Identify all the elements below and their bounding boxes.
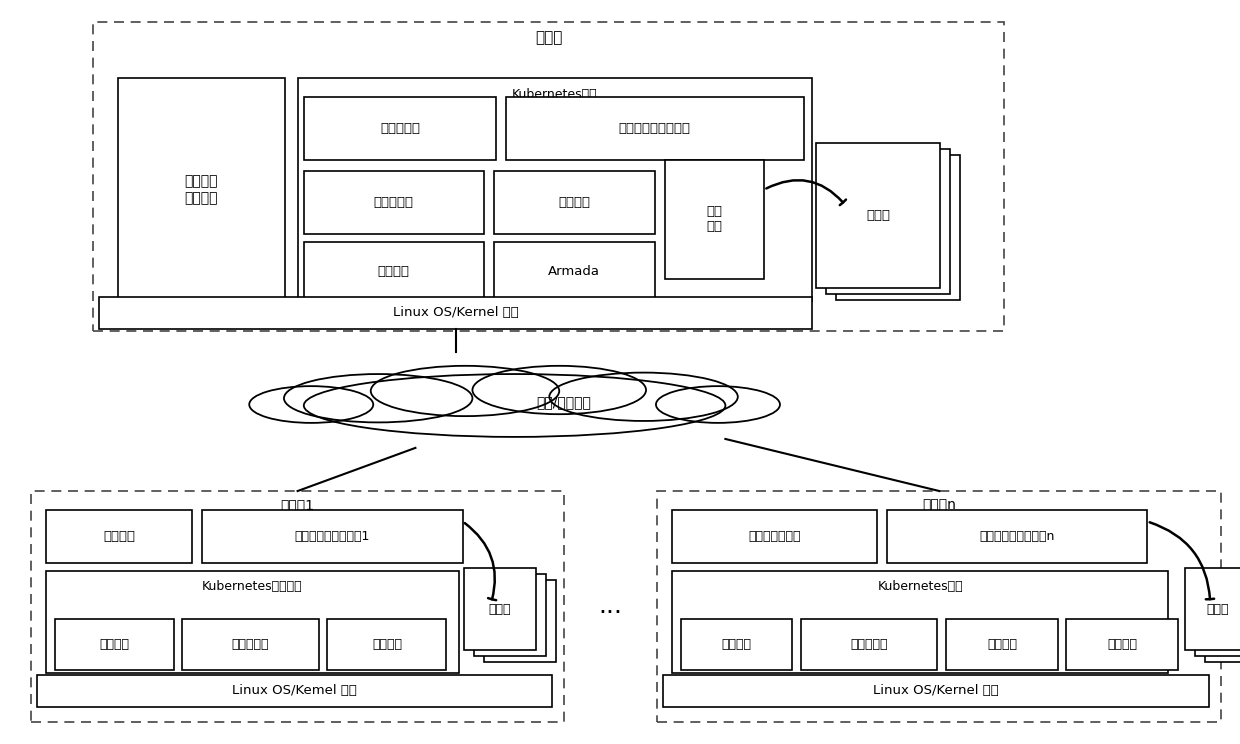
- Text: 虚拟机: 虚拟机: [1207, 603, 1229, 616]
- Text: Kubernetes集群: Kubernetes集群: [512, 88, 598, 100]
- Text: 管理/数据网络: 管理/数据网络: [537, 395, 591, 408]
- Bar: [464, 568, 536, 650]
- Bar: [298, 78, 812, 301]
- Ellipse shape: [249, 386, 373, 423]
- Text: 边缘云n: 边缘云n: [923, 498, 956, 513]
- Text: 云端
连接: 云端 连接: [707, 205, 722, 234]
- Bar: [304, 171, 484, 234]
- Ellipse shape: [284, 374, 472, 423]
- Text: 计算组件: 计算组件: [372, 638, 402, 651]
- Bar: [182, 619, 319, 670]
- Text: Linux OS/Kernel 内核: Linux OS/Kernel 内核: [873, 684, 999, 697]
- Text: 基础设施
编排服务: 基础设施 编排服务: [185, 175, 218, 205]
- Text: 计算组件: 计算组件: [378, 265, 409, 278]
- Bar: [665, 160, 764, 279]
- Text: Armada: Armada: [548, 265, 600, 278]
- Bar: [1066, 619, 1178, 670]
- Bar: [672, 510, 877, 563]
- Bar: [494, 171, 655, 234]
- Bar: [672, 571, 1168, 673]
- Ellipse shape: [371, 366, 559, 416]
- Bar: [304, 97, 496, 160]
- Bar: [681, 619, 792, 670]
- Text: 虚拟机: 虚拟机: [866, 209, 890, 222]
- Bar: [506, 97, 804, 160]
- Ellipse shape: [549, 373, 738, 421]
- Bar: [304, 242, 484, 301]
- Bar: [826, 149, 950, 294]
- Bar: [1185, 568, 1240, 650]
- Text: 容器化的中心云平台: 容器化的中心云平台: [619, 122, 691, 135]
- Text: 控制组件: 控制组件: [987, 638, 1017, 651]
- Bar: [816, 143, 940, 288]
- Text: 边缘云原生应用: 边缘云原生应用: [748, 530, 801, 543]
- Text: 容器运行时: 容器运行时: [373, 196, 414, 209]
- Text: Linux OS/Kernel 内核: Linux OS/Kernel 内核: [393, 307, 518, 319]
- Bar: [474, 574, 546, 656]
- Bar: [494, 242, 655, 301]
- Text: 计算组件: 计算组件: [1107, 638, 1137, 651]
- Bar: [46, 571, 459, 673]
- Text: 容器运行时: 容器运行时: [232, 638, 269, 651]
- Bar: [887, 510, 1147, 563]
- Text: 容器化的边缘云平台1: 容器化的边缘云平台1: [295, 530, 370, 543]
- Bar: [99, 297, 812, 329]
- Text: 边缘连接: 边缘连接: [722, 638, 751, 651]
- Text: 虚拟机: 虚拟机: [489, 603, 511, 616]
- Text: 控制组件: 控制组件: [558, 196, 590, 209]
- Bar: [202, 510, 463, 563]
- Bar: [484, 580, 556, 662]
- Text: 容器化的边缘云平台n: 容器化的边缘云平台n: [980, 530, 1054, 543]
- Text: 边缘连接: 边缘连接: [99, 638, 129, 651]
- Bar: [1205, 580, 1240, 662]
- Bar: [657, 491, 1221, 722]
- Text: 边缘云1: 边缘云1: [280, 498, 315, 513]
- Bar: [1195, 574, 1240, 656]
- Ellipse shape: [304, 374, 725, 437]
- Bar: [46, 510, 192, 563]
- Bar: [118, 78, 285, 301]
- Text: ...: ...: [598, 594, 622, 618]
- Text: 边缘应用: 边缘应用: [103, 530, 135, 543]
- Text: Kubernetes集群: Kubernetes集群: [877, 580, 963, 592]
- Bar: [37, 675, 552, 707]
- Bar: [946, 619, 1058, 670]
- Bar: [327, 619, 446, 670]
- Bar: [836, 155, 960, 300]
- Text: Linux OS/Kemel 内核: Linux OS/Kemel 内核: [232, 684, 357, 697]
- Ellipse shape: [656, 386, 780, 423]
- Ellipse shape: [472, 366, 646, 414]
- Bar: [663, 675, 1209, 707]
- Text: 云原生应用: 云原生应用: [379, 122, 420, 135]
- Bar: [93, 22, 1004, 331]
- Text: 中心云: 中心云: [534, 30, 563, 45]
- Bar: [31, 491, 564, 722]
- Text: 容器运行时: 容器运行时: [851, 638, 888, 651]
- Text: Kubernetes计算节点: Kubernetes计算节点: [202, 580, 303, 592]
- Bar: [801, 619, 937, 670]
- Bar: [55, 619, 174, 670]
